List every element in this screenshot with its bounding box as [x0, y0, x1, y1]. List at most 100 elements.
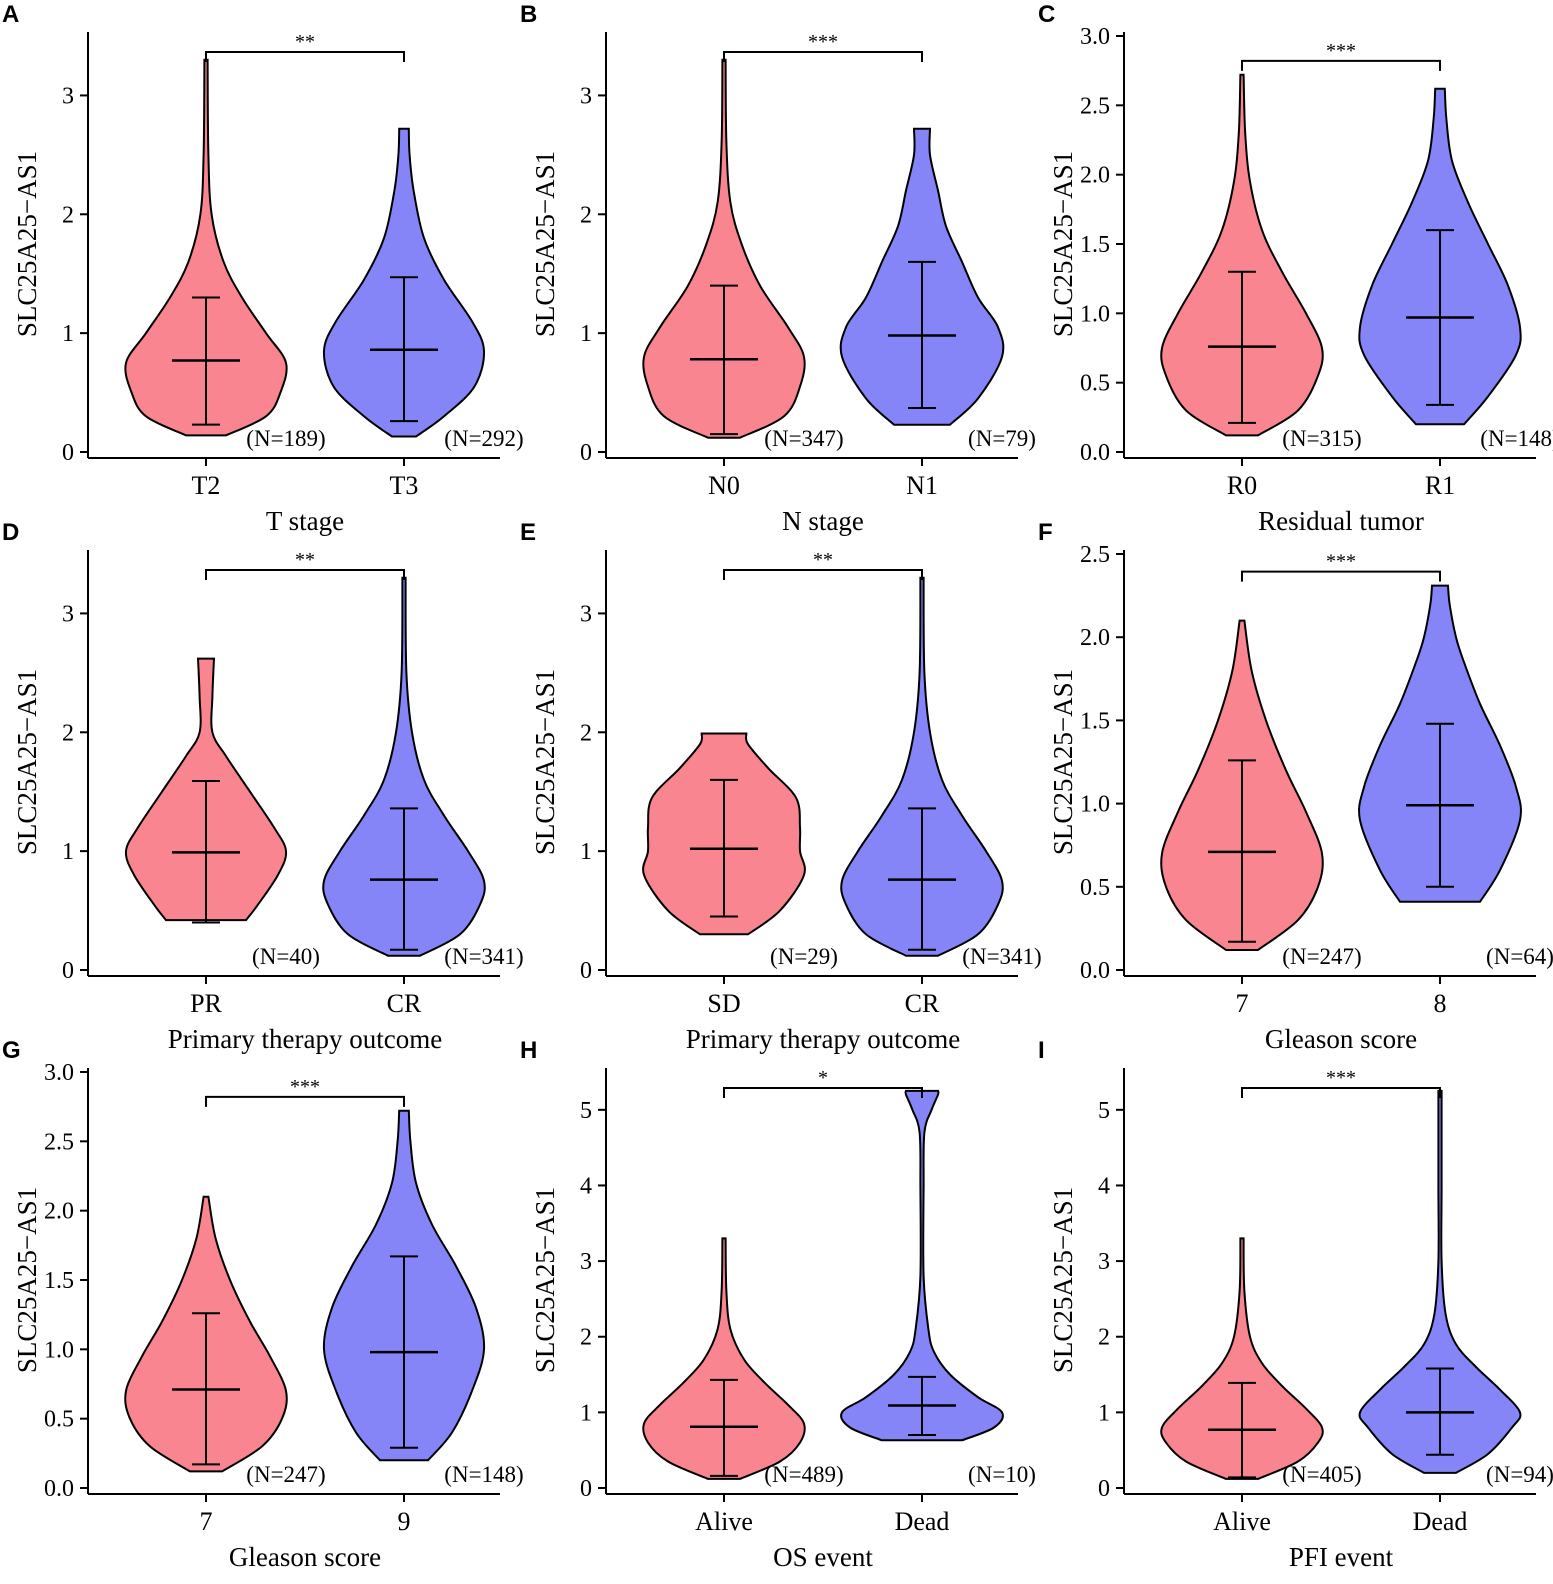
y-tick-label: 1	[62, 321, 74, 347]
y-tick-label: 4	[1098, 1173, 1110, 1199]
y-tick-label: 0.5	[1080, 875, 1110, 901]
x-category-label: CR	[905, 989, 940, 1018]
n-count-label: (N=148)	[1480, 426, 1553, 451]
violin-cr	[840, 576, 1004, 957]
y-tick-label: 1.0	[44, 1337, 74, 1363]
y-axis-title: SLC25A25−AS1	[1048, 1187, 1078, 1373]
panel-g: G 0.0 0.5 1.0 1.5 2.0 2.5 3.0 SLC25A25−AS1 (N=247…	[0, 1036, 524, 1584]
x-category-label: SD	[707, 989, 740, 1018]
x-category-label: Dead	[895, 1507, 950, 1536]
violin-cr	[322, 576, 486, 957]
panel-letter: F	[1038, 519, 1053, 546]
n-count-label: (N=94)	[1486, 1462, 1553, 1487]
y-axis-title: SLC25A25−AS1	[12, 1187, 42, 1373]
violin-n0	[642, 58, 806, 439]
n-count-label: (N=489)	[764, 1462, 843, 1487]
n-count-label: (N=10)	[968, 1462, 1036, 1487]
x-category-label: T2	[192, 471, 221, 500]
y-tick-label: 2	[1098, 1325, 1110, 1351]
x-axis-title: PFI event	[1289, 1542, 1394, 1572]
x-category-label: N1	[906, 471, 938, 500]
x-axis-title: Gleason score	[1265, 1024, 1417, 1054]
panel-i: I 0 1 2 3 4 5 SLC25A25−AS1 (N=405) Alive (N=94) Dea…	[1036, 1036, 1553, 1584]
y-tick-label: 1.0	[1080, 792, 1110, 818]
panel-b: B 0 1 2 3 SLC25A25−AS1 (N=347) N0 (N=79) N1 *** N s…	[518, 0, 1036, 548]
panel-letter: A	[2, 1, 19, 28]
x-category-label: Alive	[1213, 1507, 1271, 1536]
y-tick-label: 0.0	[1080, 440, 1110, 466]
y-tick-label: 0.0	[1080, 958, 1110, 984]
x-category-label: R0	[1227, 471, 1257, 500]
significance-bracket	[1241, 1087, 1441, 1098]
y-tick-label: 3.0	[1080, 24, 1110, 50]
panel-letter: B	[520, 1, 537, 28]
violin-chart: B 0 1 2 3 SLC25A25−AS1 (N=347) N0 (N=79) N1 *** N s…	[520, 1, 1036, 536]
y-tick-label: 0	[62, 958, 74, 984]
x-axis-title: Gleason score	[229, 1542, 381, 1572]
x-category-label: 9	[398, 1507, 411, 1536]
n-count-label: (N=29)	[770, 944, 838, 969]
y-tick-label: 2.5	[44, 1129, 74, 1155]
y-axis-title: SLC25A25−AS1	[1048, 669, 1078, 855]
x-category-label: CR	[387, 989, 422, 1018]
significance-label: **	[295, 31, 315, 53]
y-tick-label: 1	[580, 839, 592, 865]
violin-chart: G 0.0 0.5 1.0 1.5 2.0 2.5 3.0 SLC25A25−AS1 (N=247…	[2, 1037, 524, 1572]
significance-bracket	[205, 569, 405, 580]
x-category-label: N0	[708, 471, 740, 500]
significance-label: **	[295, 549, 315, 571]
violin-dead	[840, 1089, 1004, 1442]
panel-h: H 0 1 2 3 4 5 SLC25A25−AS1 (N=489) Alive (N=10) Dea…	[518, 1036, 1036, 1584]
panel-letter: E	[520, 519, 536, 546]
y-axis-title: SLC25A25−AS1	[530, 151, 560, 337]
panel-letter: H	[520, 1037, 537, 1064]
n-count-label: (N=148)	[444, 1462, 523, 1487]
y-tick-label: 0	[62, 440, 74, 466]
x-axis-title: OS event	[773, 1542, 873, 1572]
y-tick-label: 1	[580, 1400, 592, 1426]
significance-label: ***	[1326, 1067, 1356, 1089]
violin-chart: D 0 1 2 3 SLC25A25−AS1 (N=40) PR (N=341) CR ** Prim…	[2, 519, 524, 1054]
significance-bracket	[723, 51, 923, 62]
y-tick-label: 0	[580, 958, 592, 984]
y-tick-label: 0.5	[44, 1407, 74, 1433]
y-tick-label: 1	[580, 321, 592, 347]
y-tick-label: 2	[62, 202, 74, 228]
n-count-label: (N=189)	[246, 426, 325, 451]
significance-label: ***	[1326, 551, 1356, 573]
n-count-label: (N=341)	[444, 944, 523, 969]
y-tick-label: 2.5	[1080, 93, 1110, 119]
violin-chart: E 0 1 2 3 SLC25A25−AS1 (N=29) SD (N=341) CR ** Prim…	[520, 519, 1042, 1054]
y-tick-label: 2	[62, 720, 74, 746]
significance-bracket	[723, 1087, 923, 1098]
x-category-label: R1	[1425, 471, 1455, 500]
y-tick-label: 3	[580, 1249, 592, 1275]
n-count-label: (N=64)	[1486, 944, 1553, 969]
significance-label: ***	[290, 1076, 320, 1098]
violin-chart: F 0.0 0.5 1.0 1.5 2.0 2.5 SLC25A25−AS1 (N=247) 7 (…	[1038, 519, 1553, 1054]
violin-dead	[1358, 1089, 1522, 1474]
y-axis-title: SLC25A25−AS1	[12, 669, 42, 855]
x-category-label: PR	[190, 989, 222, 1018]
panel-letter: I	[1038, 1037, 1045, 1064]
panel-a: A 0 1 2 3 SLC25A25−AS1 (N=189) T2 (N=292) T3 ** T s…	[0, 0, 524, 548]
n-count-label: (N=405)	[1282, 1462, 1361, 1487]
violin-chart: H 0 1 2 3 4 5 SLC25A25−AS1 (N=489) Alive (N=10) Dea…	[520, 1037, 1036, 1572]
y-tick-label: 2.0	[44, 1199, 74, 1225]
y-tick-label: 0.5	[1080, 371, 1110, 397]
panel-e: E 0 1 2 3 SLC25A25−AS1 (N=29) SD (N=341) CR ** Prim…	[518, 518, 1042, 1066]
significance-label: **	[813, 549, 833, 571]
significance-label: ***	[808, 31, 838, 53]
n-count-label: (N=347)	[764, 426, 843, 451]
significance-bracket	[205, 51, 405, 62]
x-axis-title: Primary therapy outcome	[686, 1024, 960, 1054]
y-tick-label: 3	[580, 83, 592, 109]
y-tick-label: 2	[580, 1325, 592, 1351]
y-tick-label: 4	[580, 1173, 592, 1199]
violin-alive	[642, 1237, 806, 1480]
significance-label: ***	[1326, 40, 1356, 62]
significance-bracket	[1241, 59, 1441, 71]
significance-label: *	[818, 1067, 828, 1089]
x-category-label: T3	[390, 471, 419, 500]
